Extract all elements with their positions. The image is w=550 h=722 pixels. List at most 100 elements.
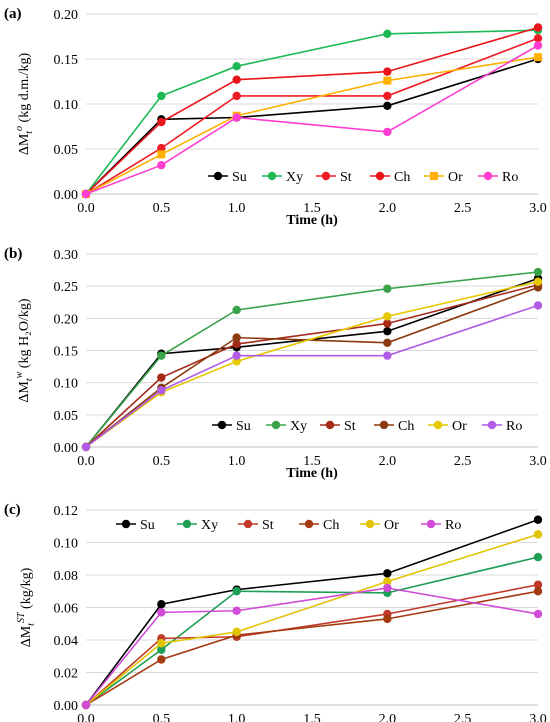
x-tick-label: 2.0 (379, 201, 397, 216)
data-point (383, 67, 392, 76)
legend-label: Ro (502, 170, 518, 185)
y-tick-label: 0.25 (54, 280, 79, 295)
data-point (157, 373, 166, 382)
legend-item: Su (116, 518, 155, 533)
legend-label: Ch (323, 518, 339, 533)
y-tick-label: 0.30 (54, 248, 79, 263)
legend-swatch-marker (271, 420, 281, 430)
x-tick-label: 0.5 (153, 454, 171, 469)
y-axis-label: ΔMtST (kg/kg) (16, 567, 37, 647)
y-tick-label: 0.10 (54, 537, 79, 552)
data-point (533, 587, 543, 596)
x-tick-label: 1.5 (303, 712, 321, 722)
legend-label: St (262, 518, 274, 533)
y-tick-label: 0.12 (54, 504, 79, 519)
data-point (383, 76, 392, 85)
legend-item: Xy (177, 518, 218, 533)
legend-item: Or (428, 419, 467, 434)
legend-label: Ro (506, 419, 522, 434)
series-line (85, 590, 539, 706)
x-tick-label: 0.0 (77, 201, 95, 216)
series-xy (81, 267, 543, 452)
legend-swatch-marker (182, 519, 192, 529)
data-point (383, 127, 392, 137)
series-ro (81, 583, 543, 710)
data-point (232, 357, 241, 366)
data-point (157, 117, 166, 127)
y-tick-label: 0.06 (54, 602, 79, 617)
legend-swatch-marker (217, 420, 227, 430)
legend-item: Ch (370, 170, 410, 185)
data-point (533, 277, 543, 286)
data-point (232, 333, 241, 342)
series-line (85, 277, 539, 448)
legend-item: Or (424, 170, 463, 185)
data-point (383, 319, 392, 328)
data-point (533, 580, 543, 589)
y-tick-label: 0.00 (54, 699, 79, 714)
x-tick-label: 0.0 (77, 454, 95, 469)
y-tick-label: 0.04 (54, 634, 79, 649)
legend-item: Su (208, 170, 247, 185)
series-line (85, 587, 539, 706)
data-point (232, 61, 241, 71)
legend-label: Su (236, 419, 251, 434)
legend-item: Ro (478, 170, 518, 185)
legend-swatch-marker (325, 420, 335, 430)
series-line (85, 286, 539, 448)
data-point (157, 91, 166, 101)
x-tick-label: 1.0 (228, 712, 246, 722)
y-tick-label: 0.08 (54, 569, 79, 584)
series-line (85, 304, 539, 448)
series-or (81, 277, 543, 452)
chart-panel-3: (c) 0.00 0.02 0.04 0.06 0.08 0.10 0.12 0.0 0.5 1.0… (4, 502, 547, 722)
x-tick-label: 1.0 (228, 454, 246, 469)
legend-item: Ch (374, 419, 414, 434)
data-point (533, 267, 543, 277)
legend-item: Or (360, 518, 399, 533)
legend: Su Xy St Ch Or Ro (208, 170, 518, 185)
panel-label: (c) (4, 502, 21, 518)
data-point (157, 645, 166, 654)
data-point (232, 339, 241, 349)
legend-swatch-marker (426, 519, 436, 529)
x-tick-label: 1.5 (303, 201, 321, 216)
legend-swatch-marker (321, 171, 331, 181)
legend-item: Xy (262, 170, 303, 185)
legend-label: Su (140, 518, 155, 533)
legend: Su Xy St Ch Or Ro (212, 419, 522, 434)
data-point (533, 609, 543, 619)
y-tick-label: 0.02 (54, 667, 79, 682)
legend-item: Ro (482, 419, 522, 434)
series-line (85, 533, 539, 706)
x-tick-label: 3.0 (529, 454, 547, 469)
legend-item: St (320, 419, 356, 434)
y-tick-label: 0.15 (54, 345, 79, 360)
y-tick-label: 0.15 (54, 53, 79, 68)
series-xy (81, 552, 543, 710)
legend-label: Or (448, 170, 463, 185)
data-point (81, 442, 91, 452)
data-point (383, 284, 392, 293)
legend-item: Su (212, 419, 251, 434)
y-tick-label: 0.05 (54, 143, 79, 158)
panel-label: (b) (4, 246, 22, 262)
legend-item: Ro (421, 518, 461, 533)
x-axis-label: Time (h) (286, 213, 338, 228)
legend-swatch-marker (433, 420, 443, 430)
data-point (81, 700, 91, 710)
x-tick-label: 0.0 (77, 712, 95, 722)
x-tick-label: 1.5 (303, 454, 321, 469)
y-tick-label: 0.20 (54, 312, 79, 327)
x-axis-label: Time (h) (286, 466, 338, 481)
legend-swatch-marker (267, 171, 277, 181)
series-line (85, 26, 539, 195)
series-or (81, 530, 543, 710)
data-point (157, 386, 166, 395)
data-point (232, 587, 241, 596)
chart-panel-1: (a) 0.00 0.05 0.10 0.15 0.20 0.0 0.5 1.0 1.5 2.0 2.… (4, 6, 547, 228)
data-point (383, 338, 392, 347)
data-point (232, 627, 241, 637)
y-tick-label: 0.10 (54, 377, 79, 392)
